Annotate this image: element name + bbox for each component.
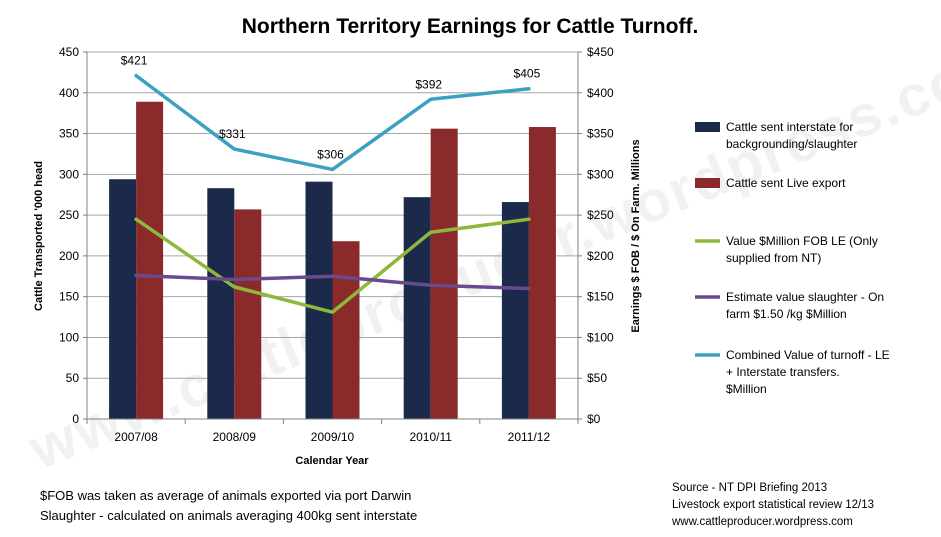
line-point	[527, 287, 531, 291]
bar-live-export	[528, 127, 556, 419]
source-line-1: Source - NT DPI Briefing 2013	[672, 482, 827, 494]
y2-tick-label: $100	[587, 330, 614, 344]
line-point	[331, 310, 334, 314]
bar-interstate	[403, 197, 431, 419]
line-point	[134, 217, 138, 221]
y2-tick-label: $400	[587, 86, 614, 100]
bar-live-export	[430, 128, 458, 419]
y2-tick-label: $450	[587, 45, 614, 59]
x-tick-label: 2010/11	[409, 430, 452, 444]
bar-interstate	[207, 188, 235, 419]
legend-label: Combined Value of turnoff - LE + Intersta…	[726, 348, 890, 396]
y-tick-label: 300	[59, 167, 79, 181]
y2-tick-label: $150	[587, 290, 614, 304]
legend-label: Value $Million FOB LE (Only supplied from…	[726, 234, 878, 265]
footnote-line-2: Slaughter - calculated on animals averag…	[40, 508, 417, 523]
line-point	[429, 283, 433, 287]
axes-layer: 0 $0 50 $50 100 $100 150 $150 200 $200 250 $250 300 $…	[59, 45, 614, 444]
line-point	[429, 97, 433, 101]
legend-swatch	[695, 178, 720, 188]
bar-live-export	[234, 209, 262, 419]
line-point	[232, 278, 236, 282]
bar-live-export	[136, 101, 164, 419]
line-point	[331, 274, 334, 278]
data-label: $405	[514, 67, 541, 81]
y-tick-label: 350	[59, 127, 79, 141]
y2-tick-label: $200	[587, 249, 614, 263]
line-point	[232, 147, 236, 151]
y-tick-label: 0	[72, 412, 79, 426]
data-label: $331	[219, 127, 246, 141]
y-tick-label: 400	[59, 86, 79, 100]
line-point	[429, 230, 433, 234]
legend-label: Estimate value slaughter - On farm $1.50 …	[726, 290, 884, 321]
legend-label: Cattle sent interstate for backgrounding/…	[726, 120, 857, 151]
y-tick-label: 200	[59, 249, 79, 263]
data-label: $392	[415, 77, 442, 91]
y-tick-label: 250	[59, 208, 79, 222]
footnote-line-1: $FOB was taken as average of animals exp…	[40, 488, 411, 503]
x-tick-label: 2007/08	[114, 430, 158, 444]
legend-label: Cattle sent Live export	[726, 176, 846, 190]
legend: Cattle sent interstate for backgrounding/…	[695, 120, 890, 396]
y-axis-label: Cattle Transported '000 head	[33, 161, 45, 311]
source-line-3: www.cattleproducer.wordpress.com	[671, 516, 853, 528]
bars-layer	[109, 101, 556, 419]
data-label: $306	[317, 147, 344, 161]
y2-tick-label: $250	[587, 208, 614, 222]
bar-interstate	[305, 181, 333, 419]
x-tick-label: 2008/09	[213, 430, 257, 444]
bar-live-export	[332, 241, 360, 419]
y2-tick-label: $350	[587, 127, 614, 141]
y-tick-label: 100	[59, 330, 79, 344]
y2-axis-label: Earnings $ FOB / $ On Farm. Millions	[630, 139, 642, 332]
chart-title: Northern Territory Earnings for Cattle T…	[242, 15, 699, 38]
line-point	[331, 167, 334, 171]
y2-tick-label: $50	[587, 371, 607, 385]
line-point	[527, 217, 531, 221]
legend-swatch	[695, 122, 720, 132]
line-point	[527, 87, 531, 91]
source-line-2: Livestock export statistical review 12/1…	[672, 499, 874, 511]
x-tick-label: 2009/10	[311, 430, 355, 444]
y-tick-label: 450	[59, 45, 79, 59]
line-point	[134, 74, 138, 78]
line-point	[134, 273, 138, 277]
y2-tick-label: $0	[587, 412, 601, 426]
y-tick-label: 150	[59, 290, 79, 304]
y2-tick-label: $300	[587, 167, 614, 181]
lines-layer: $421 $331 $306 $392 $405	[121, 54, 541, 314]
bar-interstate	[501, 202, 529, 419]
line-point	[232, 285, 236, 289]
bar-interstate	[109, 179, 137, 419]
data-label: $421	[121, 54, 148, 68]
x-axis-label: Calendar Year	[295, 455, 369, 467]
x-tick-label: 2011/12	[508, 430, 551, 444]
y-tick-label: 50	[66, 371, 80, 385]
